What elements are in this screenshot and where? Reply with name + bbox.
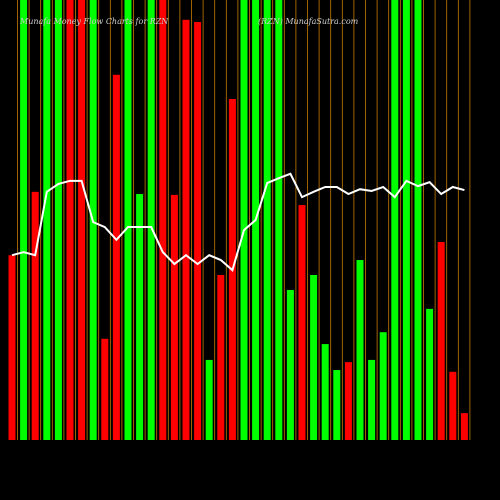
bar (379, 332, 387, 440)
bar (449, 371, 457, 440)
bar (31, 191, 39, 440)
bar (298, 205, 306, 440)
bar (368, 359, 376, 440)
bar (170, 194, 178, 440)
bar (217, 275, 225, 440)
bar (147, 0, 155, 440)
bar (205, 359, 213, 440)
bar (460, 413, 468, 440)
bar (356, 260, 364, 440)
bar (310, 275, 318, 440)
bar (136, 194, 144, 440)
bar (286, 289, 294, 440)
bar (54, 0, 62, 440)
chart-subtitle: (RZN) MunafaSutra.com (258, 17, 359, 26)
bar (159, 0, 167, 440)
bar (101, 338, 109, 440)
bar (275, 0, 283, 440)
bar (344, 362, 352, 440)
bar (194, 22, 202, 440)
bar (8, 255, 16, 440)
bar (437, 242, 445, 440)
bar (333, 370, 341, 440)
bar (240, 0, 248, 440)
bar (20, 0, 28, 440)
bar (78, 0, 86, 440)
bar (402, 0, 410, 440)
flow-line (11, 172, 465, 272)
chart-title: Munafa Money Flow Charts for RZN (19, 17, 169, 26)
bar (182, 19, 190, 441)
bar (414, 0, 422, 440)
bar (112, 74, 120, 441)
bar (321, 344, 329, 440)
bar (43, 0, 51, 440)
bar (66, 0, 74, 440)
bar (124, 0, 132, 440)
bar (391, 0, 399, 440)
separators (17, 0, 471, 440)
line-layer (11, 172, 465, 272)
bar (263, 0, 271, 440)
bar (426, 308, 434, 440)
bars (8, 0, 468, 441)
